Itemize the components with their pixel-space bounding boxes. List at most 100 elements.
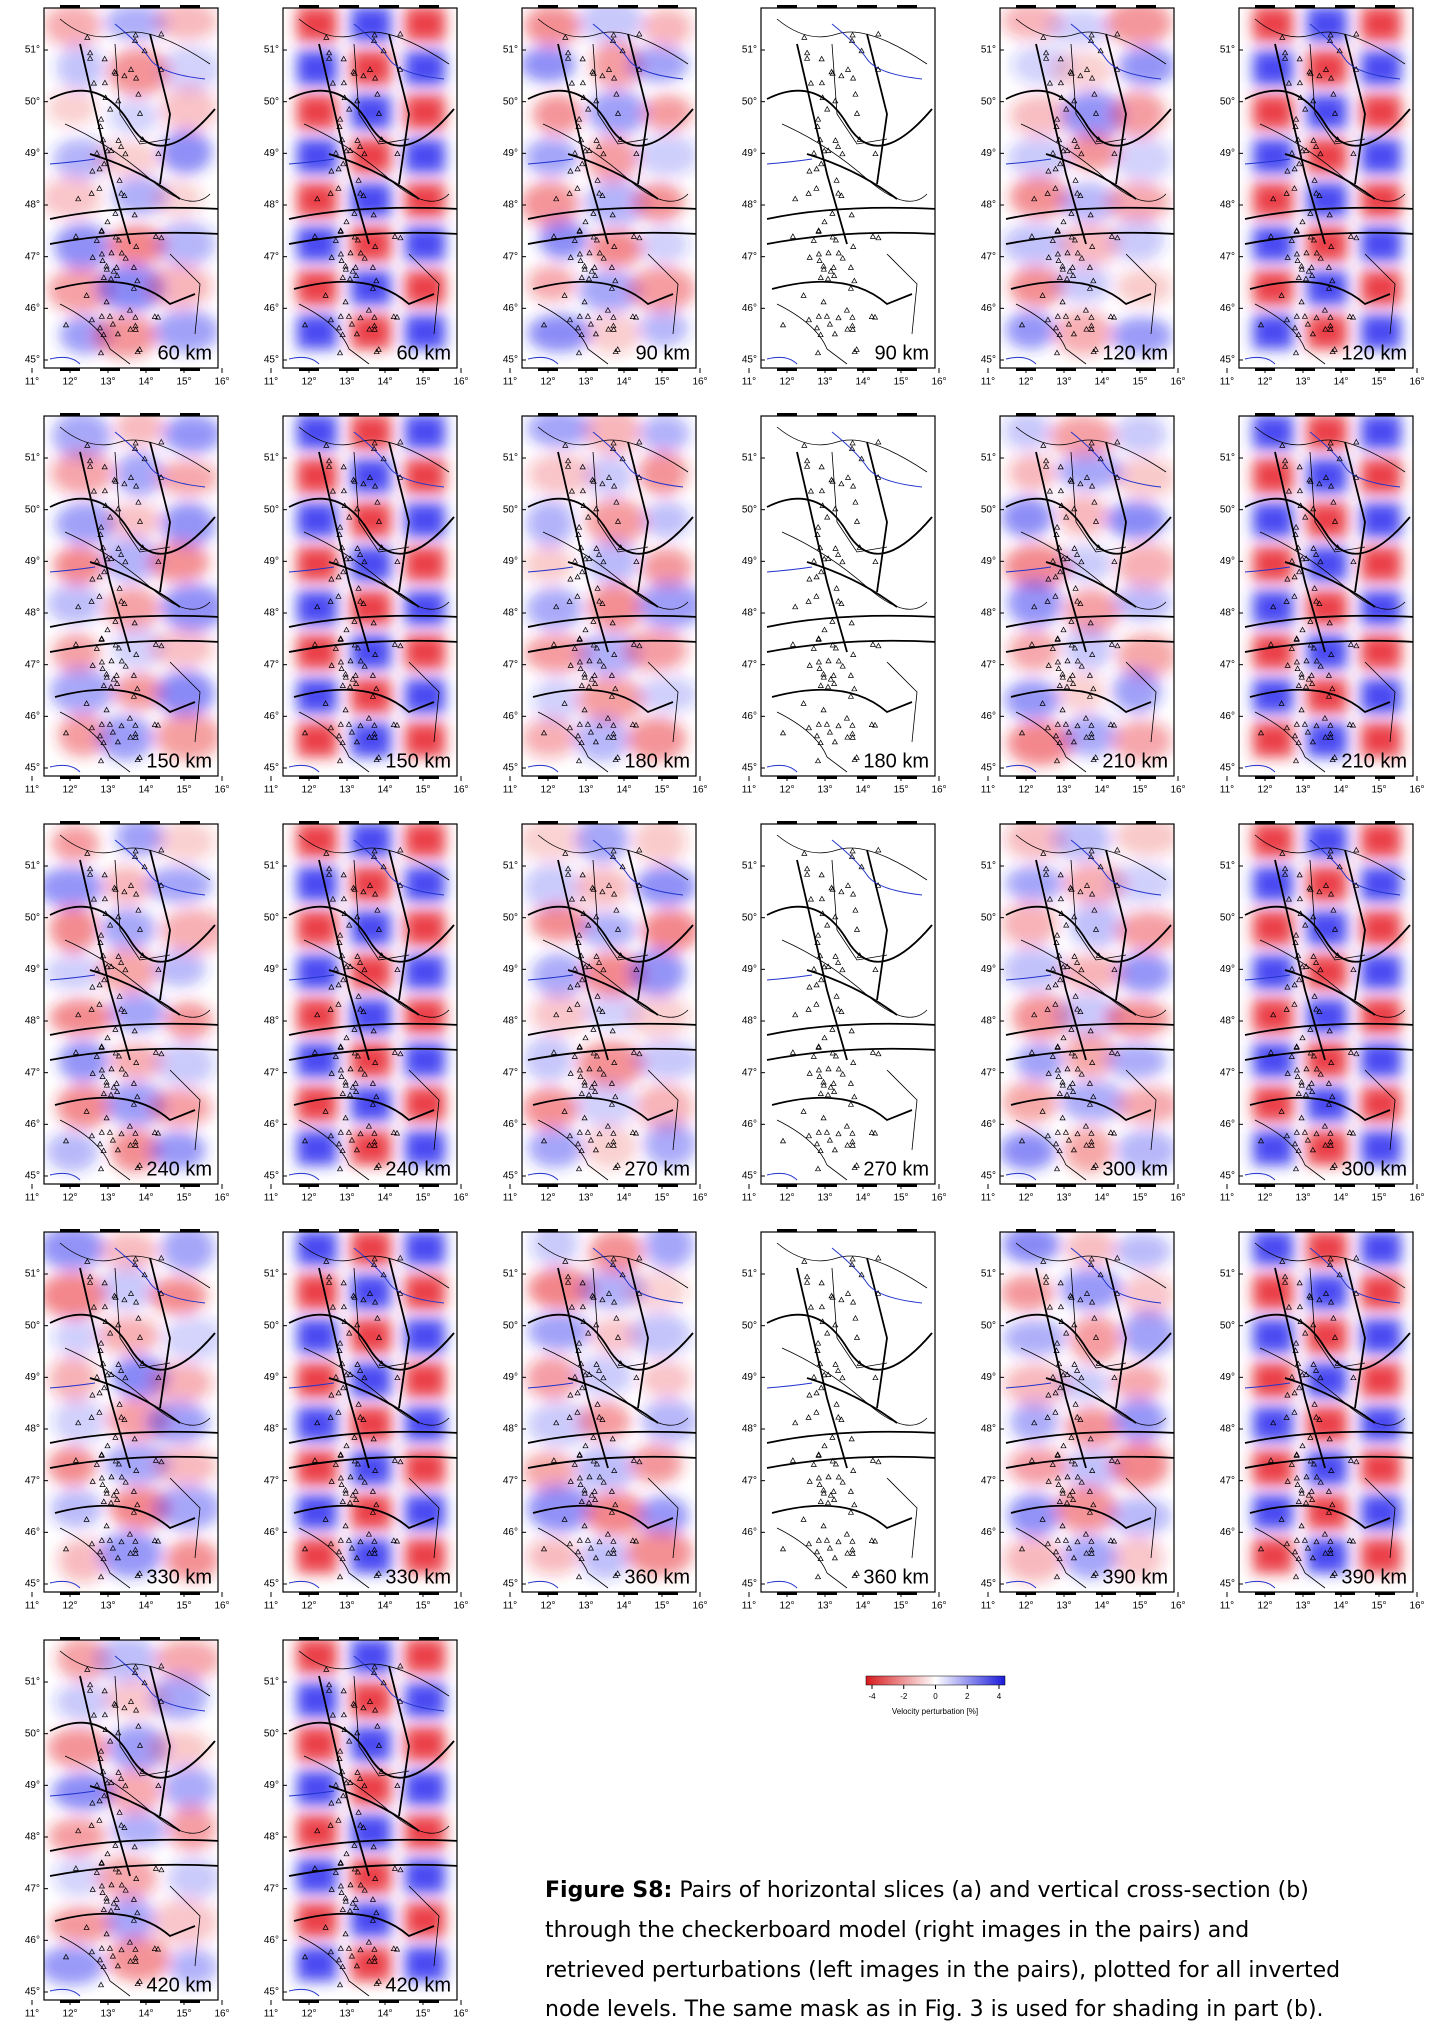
- frame-bar: [140, 1184, 160, 1187]
- lat-tick-label: 51°: [981, 453, 996, 464]
- checker-cell: [1307, 635, 1347, 669]
- frame-bar: [60, 5, 80, 8]
- lat-tick-label: 46°: [742, 1527, 757, 1538]
- checker-cell: [405, 51, 445, 85]
- lat-tick-label: 47°: [981, 659, 996, 670]
- map-panel: 51°50°49°48°47°46°45°11°12°13°14°15°16°2…: [25, 818, 230, 1204]
- perturbation-shading: [39, 1636, 221, 1986]
- lon-tick-label: 11°: [503, 377, 517, 388]
- lat-tick-label: 46°: [503, 1119, 518, 1130]
- frame-bar: [299, 1229, 319, 1232]
- lon-tick-label: 11°: [742, 785, 756, 796]
- frame-bar: [1136, 821, 1156, 824]
- checker-cell: [405, 415, 445, 449]
- lat-tick-label: 51°: [742, 45, 757, 56]
- lon-tick-label: 14°: [1333, 785, 1348, 796]
- lat-tick-label: 51°: [503, 453, 518, 464]
- lon-tick-label: 13°: [100, 1193, 115, 1204]
- checker-cell: [1307, 1275, 1347, 1309]
- lat-tick-label: 47°: [1220, 1475, 1235, 1486]
- lon-tick-label: 16°: [931, 1193, 946, 1204]
- lat-tick-label: 47°: [503, 251, 518, 262]
- lat-tick-label: 50°: [25, 96, 40, 107]
- lat-tick-label: 45°: [25, 355, 40, 366]
- frame-bar: [538, 413, 558, 416]
- checker-cell: [297, 867, 337, 901]
- lat-tick-label: 45°: [742, 763, 757, 774]
- checker-cell: [1253, 1319, 1293, 1353]
- frame-bar: [658, 776, 678, 779]
- frame-bar: [1056, 776, 1076, 779]
- lat-tick-label: 49°: [742, 1372, 757, 1383]
- lat-tick-label: 46°: [264, 1119, 279, 1130]
- lon-tick-label: 11°: [742, 377, 756, 388]
- checker-cell: [1253, 955, 1293, 989]
- depth-label: 210 km: [1341, 750, 1407, 772]
- frame-bar: [1335, 776, 1355, 779]
- lon-tick-label: 12°: [1018, 377, 1033, 388]
- lat-tick-label: 49°: [503, 964, 518, 975]
- map-panel: 51°50°49°48°47°46°45°11°12°13°14°15°16°6…: [264, 5, 469, 388]
- lat-tick-label: 48°: [742, 200, 757, 211]
- lat-tick-label: 48°: [981, 1016, 996, 1027]
- lon-tick-label: 14°: [138, 785, 153, 796]
- lon-tick-label: 11°: [264, 785, 278, 796]
- lat-tick-label: 51°: [1220, 453, 1235, 464]
- frame-bar: [1096, 1229, 1116, 1232]
- lat-tick-label: 47°: [981, 251, 996, 262]
- lon-tick-label: 11°: [503, 1601, 517, 1612]
- lon-tick-label: 16°: [1409, 785, 1424, 796]
- frame-bar: [180, 368, 200, 371]
- frame-bar: [618, 821, 638, 824]
- lat-tick-label: 45°: [981, 763, 996, 774]
- checker-cell: [1307, 547, 1347, 581]
- lat-tick-label: 48°: [264, 608, 279, 619]
- frame-bar: [1096, 368, 1116, 371]
- frame-bar: [339, 1229, 359, 1232]
- frame-bar: [140, 2000, 160, 2003]
- frame-bar: [419, 1637, 439, 1640]
- checker-cell: [351, 415, 391, 449]
- lat-tick-label: 49°: [1220, 148, 1235, 159]
- perturbation-shading: [522, 407, 705, 761]
- depth-label: 150 km: [385, 750, 451, 772]
- checker-cell: [1307, 679, 1347, 713]
- frame-bar: [1295, 776, 1315, 779]
- frame-bar: [100, 1229, 120, 1232]
- frame-bar: [1295, 1229, 1315, 1232]
- frame-bar: [1335, 368, 1355, 371]
- frame-bar: [857, 413, 877, 416]
- frame-bar: [419, 2000, 439, 2003]
- retrieved-anomaly: [53, 1317, 101, 1358]
- frame-bar: [1096, 413, 1116, 416]
- retrieved-anomaly: [637, 582, 704, 629]
- lat-tick-label: 46°: [25, 303, 40, 314]
- retrieved-anomaly: [1003, 1536, 1063, 1582]
- depth-label: 360 km: [863, 1566, 929, 1588]
- depth-label: 300 km: [1341, 1158, 1407, 1180]
- frame-bar: [299, 5, 319, 8]
- retrieved-anomaly: [524, 545, 574, 584]
- lat-tick-label: 46°: [264, 303, 279, 314]
- lat-tick-label: 51°: [1220, 861, 1235, 872]
- map-panel: 51°50°49°48°47°46°45°11°12°13°14°15°16°1…: [503, 407, 708, 795]
- checker-cell: [1307, 139, 1347, 173]
- lon-tick-label: 14°: [1333, 377, 1348, 388]
- map-panel: 51°50°49°48°47°46°45°11°12°13°14°15°16°3…: [25, 1226, 230, 1612]
- frame-bar: [1096, 821, 1116, 824]
- lat-tick-label: 50°: [264, 1728, 279, 1739]
- checker-cell: [1253, 271, 1293, 305]
- lat-tick-label: 47°: [264, 1067, 279, 1078]
- lat-tick-label: 45°: [264, 1171, 279, 1182]
- map-panel: 51°50°49°48°47°46°45°11°12°13°14°15°16°6…: [25, 1, 230, 387]
- frame-bar: [180, 1592, 200, 1595]
- perturbation-shading: [1001, 411, 1177, 765]
- lon-tick-label: 16°: [1409, 1193, 1424, 1204]
- figure-page: 51°50°49°48°47°46°45°11°12°13°14°15°16°6…: [0, 0, 1434, 2024]
- frame-bar: [618, 776, 638, 779]
- lon-tick-label: 12°: [62, 785, 77, 796]
- frame-bar: [897, 821, 917, 824]
- lon-tick-label: 16°: [692, 377, 707, 388]
- lat-tick-label: 45°: [1220, 763, 1235, 774]
- lat-tick-label: 50°: [1220, 504, 1235, 515]
